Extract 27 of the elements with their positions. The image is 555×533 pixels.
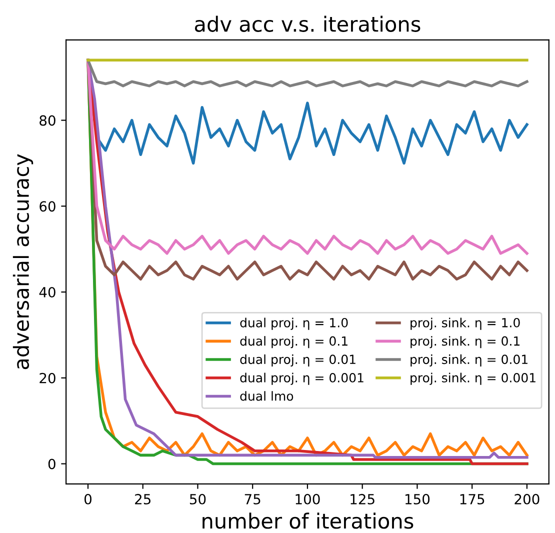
x-tick-label: 25: [135, 494, 150, 504]
legend-label: dual proj. η = 0.1: [240, 336, 348, 348]
legend-label: proj. sink. η = 0.001: [410, 372, 536, 385]
x-axis-title: number of iterations: [202, 512, 414, 529]
chart-title: adv acc v.s. iterations: [194, 16, 420, 32]
legend-label: dual proj. η = 0.01: [240, 354, 356, 367]
x-tick-label: 75: [244, 494, 260, 504]
y-tick-label: 0: [48, 458, 56, 470]
y-tick-label: 20: [40, 372, 56, 384]
x-tick-label: 175: [460, 494, 484, 504]
legend-label: dual proj. η = 0.001: [240, 372, 364, 385]
x-tick-label: 150: [405, 494, 430, 504]
y-tick-label: 40: [39, 286, 56, 298]
line-series: [86, 58, 528, 88]
y-tick-label: 60: [40, 201, 56, 212]
legend-label: dual lmo: [240, 391, 294, 401]
x-tick-label: 50: [190, 494, 206, 504]
x-tick-label: 100: [296, 494, 320, 504]
x-tick-label: 125: [350, 494, 374, 504]
legend-label: proj. sink. η = 0.01: [410, 354, 528, 367]
x-tick-label: 0: [84, 494, 92, 504]
x-tick-label: 200: [514, 494, 540, 504]
y-axis-title: adversarial accuracy: [12, 154, 34, 370]
y-tick-label: 80: [40, 115, 56, 126]
legend-label: proj. sink. η = 1.0: [410, 318, 520, 330]
legend-label: proj. sink. η = 0.1: [410, 336, 520, 348]
legend-label: dual proj. η = 1.0: [240, 318, 348, 330]
